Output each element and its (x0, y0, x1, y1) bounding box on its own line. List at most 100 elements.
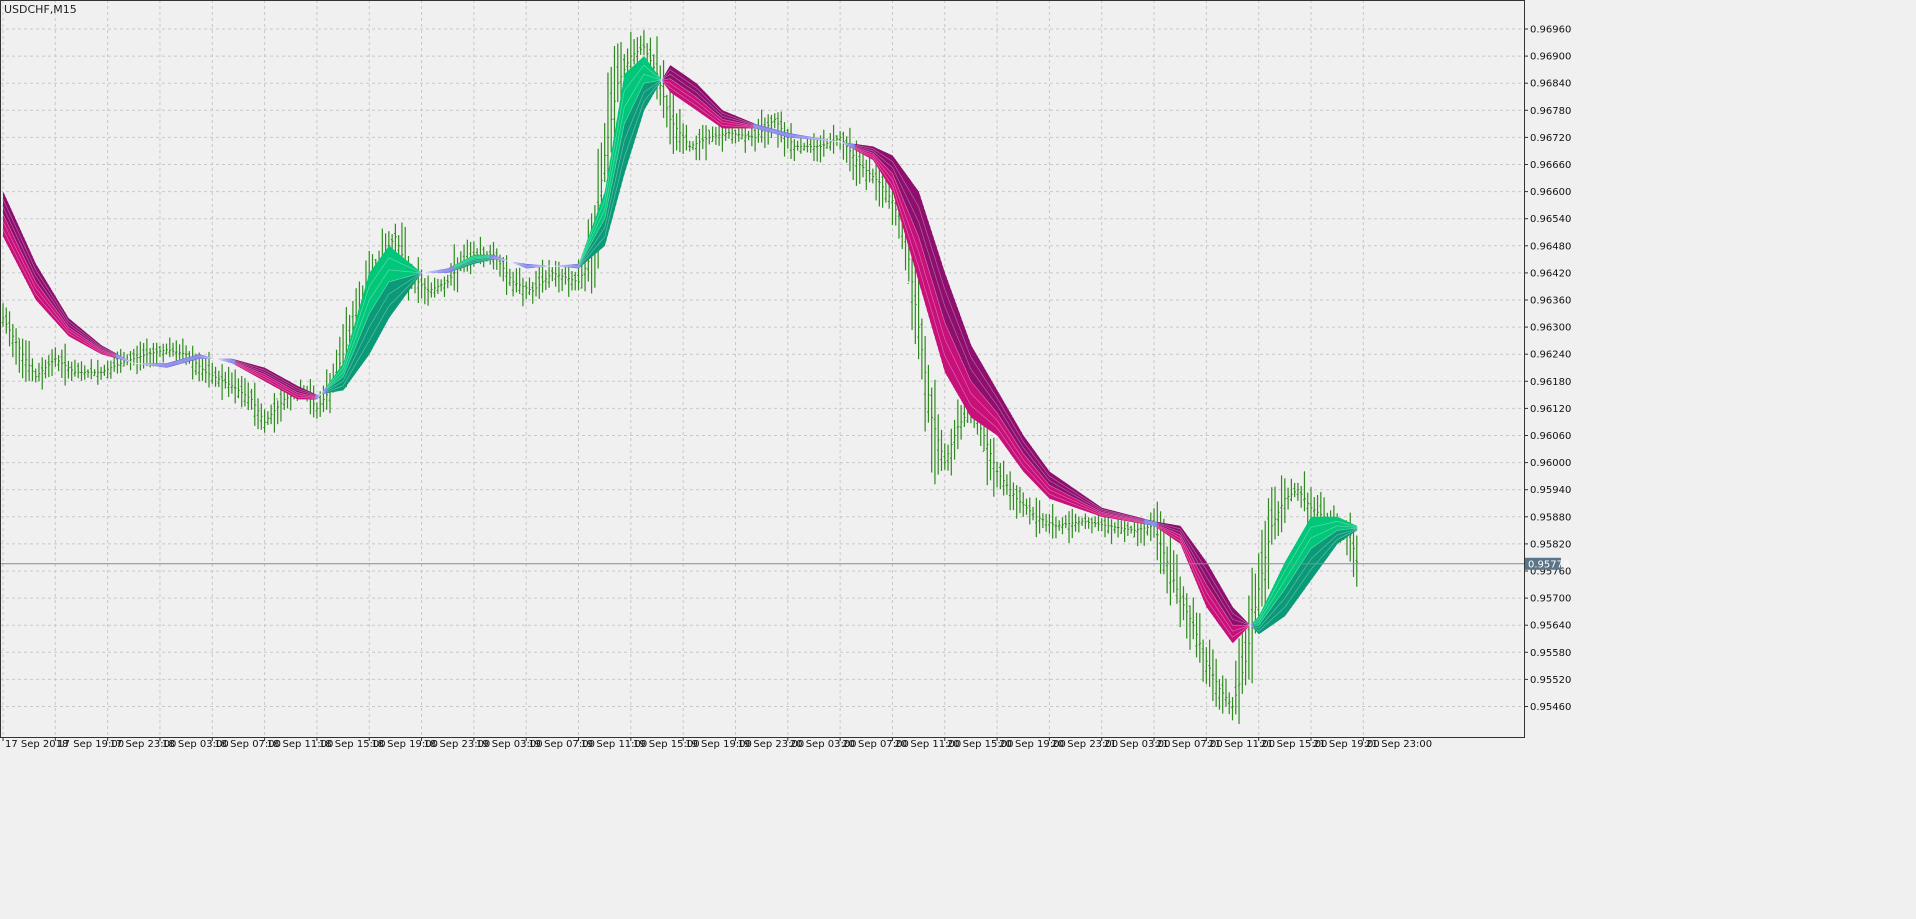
ribbon-segment (594, 214, 597, 237)
ribbon-segment (849, 145, 852, 149)
ribbon-segment (751, 122, 754, 126)
ribbon-segment (78, 326, 81, 336)
ribbon-segment (560, 265, 563, 267)
ribbon-segment (305, 389, 308, 395)
ribbon-segment (385, 284, 388, 325)
ribbon-segment (1183, 530, 1186, 545)
time-tick-label: 21 Sep 15:00 (1261, 739, 1328, 750)
ribbon-segment (884, 151, 887, 167)
ribbon-segment (102, 346, 105, 352)
ribbon-segment (964, 366, 967, 409)
ribbon-segment (815, 138, 818, 140)
ribbon-segment (1039, 473, 1042, 491)
ribbon-segment (241, 365, 244, 370)
price-tick-label: 0.96120 (1530, 404, 1571, 415)
ribbon-segment (774, 129, 777, 132)
ribbon-segment (71, 329, 74, 339)
ribbon-segment (444, 268, 447, 271)
ribbon-segment (537, 264, 540, 267)
ribbon-segment (1147, 522, 1150, 525)
ribbon-segment (333, 374, 336, 385)
ribbon-segment (568, 266, 571, 268)
ribbon-segment (702, 102, 705, 116)
ribbon-segment (1348, 528, 1351, 536)
ribbon-segment (593, 236, 596, 256)
ribbon-segment (164, 363, 167, 366)
ribbon-segment (1121, 516, 1124, 521)
ribbon-segment (1023, 453, 1026, 474)
ribbon-segment (1044, 464, 1047, 482)
ribbon-segment (1064, 481, 1067, 494)
ribbon-segment (828, 140, 831, 142)
ribbon-segment (652, 67, 655, 82)
price-bars (1, 30, 1359, 724)
ribbon-segment (988, 403, 991, 431)
ribbon-segment (1211, 570, 1214, 595)
ribbon-segment (1096, 509, 1099, 516)
ribbon-segment (1028, 459, 1031, 479)
ribbon-segment (846, 144, 849, 147)
ribbon-segment (197, 356, 200, 360)
ribbon-segment (61, 307, 64, 321)
ribbon-segment (1327, 535, 1330, 558)
ribbon-segment (614, 123, 617, 172)
ribbon-segment (1288, 581, 1291, 612)
ribbon-segment (866, 150, 869, 158)
ribbon-segment (843, 142, 846, 144)
ribbon-segment (725, 111, 728, 121)
ribbon-segment (516, 263, 519, 265)
ribbon-segment (498, 258, 501, 261)
ribbon-segment (1265, 613, 1268, 630)
ribbon-segment (1026, 440, 1029, 460)
ribbon-segment (209, 357, 212, 359)
ribbon-segment (153, 364, 156, 367)
ribbon-segment (890, 154, 893, 174)
ribbon-segment (130, 361, 133, 363)
ribbon-segment (401, 256, 404, 279)
ribbon-segment (647, 82, 650, 105)
ribbon-segment (1320, 540, 1323, 567)
ribbon-segment (1036, 469, 1039, 487)
ribbon-segment (928, 268, 931, 322)
ribbon-segment (1006, 428, 1009, 452)
ribbon-segment (436, 271, 439, 273)
time-tick-label: 19 Sep 11:00 (581, 739, 648, 750)
ribbon-segment (691, 93, 694, 109)
ribbon-segment (262, 367, 265, 375)
ribbon-segment (1021, 432, 1024, 454)
ribbon-segment (159, 363, 162, 366)
ribbon-segment (48, 285, 51, 303)
ribbon-segment (1175, 524, 1178, 534)
ribbon-segment (1230, 604, 1233, 626)
ribbon-segment (1229, 620, 1232, 642)
ribbon-segment (1167, 529, 1170, 536)
ribbon-segment (786, 132, 789, 136)
ribbon-segment (1078, 500, 1081, 510)
ribbon-segment (606, 172, 609, 211)
ribbon-segment (341, 363, 344, 379)
ribbon-segment (938, 252, 941, 307)
ribbon-segment (1203, 578, 1206, 604)
ribbon-segment (657, 80, 660, 88)
ribbon-segment (1024, 437, 1027, 458)
ribbon-segment (287, 380, 290, 389)
ribbon-segment (235, 359, 238, 364)
price-axis[interactable]: 0.969600.969000.968400.967800.967200.966… (1524, 25, 1571, 714)
ribbon-segment (890, 171, 893, 192)
ribbon-segment (877, 158, 880, 171)
ribbon-segment (758, 124, 761, 128)
ribbon-segment (521, 264, 524, 268)
ribbon-segment (1021, 451, 1024, 472)
ribbon-segment (1047, 469, 1050, 486)
ribbon-segment (493, 257, 496, 260)
ribbon-segment (382, 252, 385, 293)
ribbon-segment (189, 356, 192, 360)
ribbon-segment (1083, 502, 1086, 512)
ribbon-segment (176, 362, 179, 366)
ribbon-segment (248, 363, 251, 369)
ribbon-segment (738, 117, 741, 124)
price-tick-label: 0.95940 (1530, 485, 1571, 496)
